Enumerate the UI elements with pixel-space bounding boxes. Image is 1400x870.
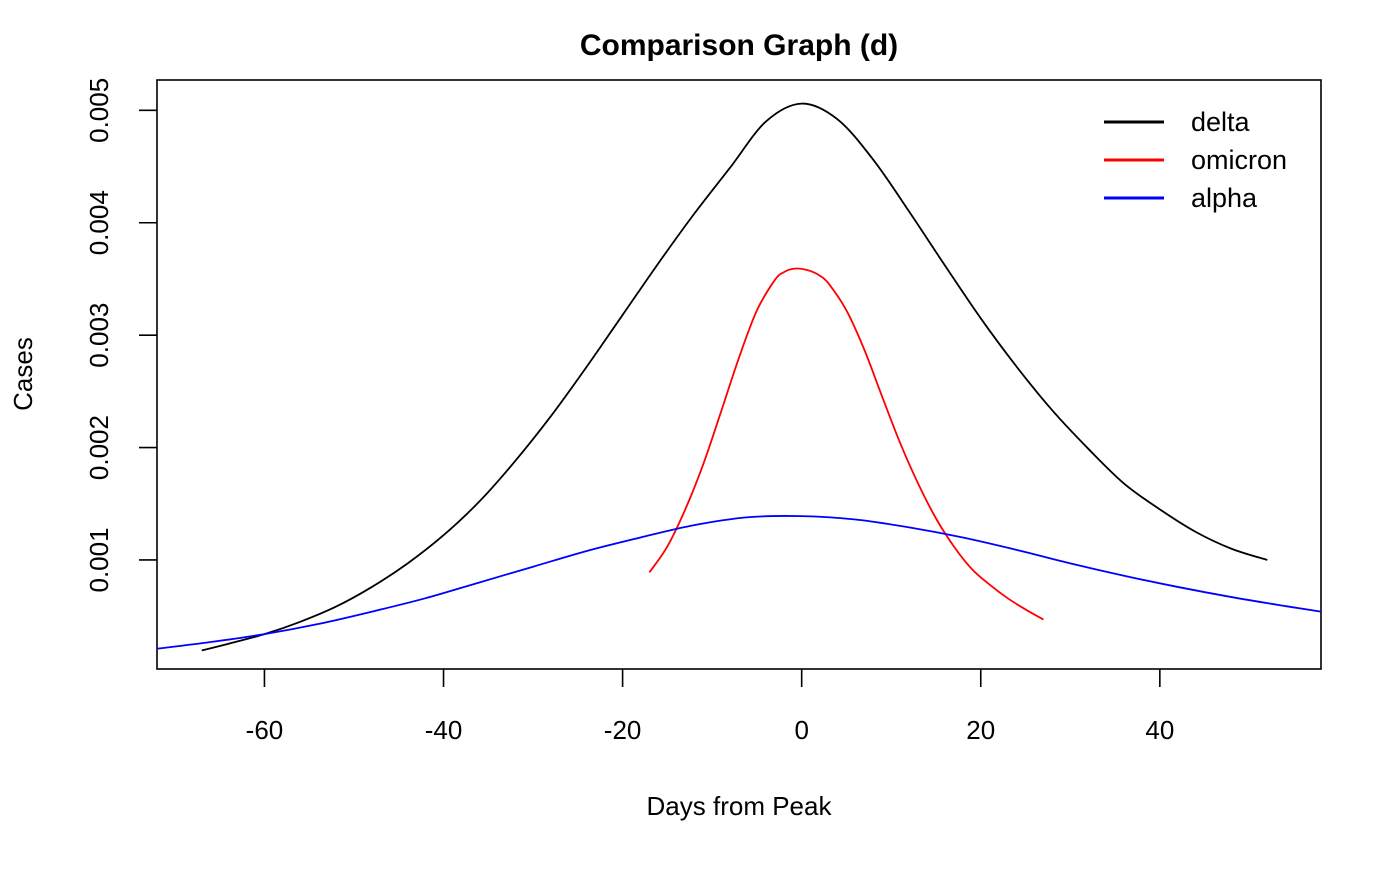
y-axis: 0.001 0.002 0.003 0.004 0.005 bbox=[84, 78, 157, 593]
x-axis: -60 -40 -20 0 20 40 bbox=[246, 669, 1174, 745]
x-tick-label: 20 bbox=[966, 715, 995, 745]
legend: delta omicron alpha bbox=[1104, 107, 1287, 213]
plot-frame bbox=[156, 79, 1322, 670]
series-lines bbox=[157, 102, 1321, 652]
series-line-alpha bbox=[157, 515, 1321, 650]
y-tick-label: 0.005 bbox=[84, 78, 114, 143]
x-tick-label: 40 bbox=[1145, 715, 1174, 745]
legend-label-delta: delta bbox=[1191, 107, 1251, 137]
x-tick-label: -40 bbox=[425, 715, 463, 745]
chart-title: Comparison Graph (d) bbox=[580, 29, 898, 62]
series-line-delta bbox=[201, 102, 1268, 652]
legend-label-alpha: alpha bbox=[1191, 183, 1258, 213]
x-tick-label: -20 bbox=[604, 715, 642, 745]
x-tick-label: -60 bbox=[246, 715, 284, 745]
y-tick-label: 0.001 bbox=[84, 527, 114, 592]
y-tick-label: 0.002 bbox=[84, 415, 114, 480]
y-tick-label: 0.004 bbox=[84, 190, 114, 255]
y-axis-label: Cases bbox=[8, 337, 38, 411]
x-tick-label: 0 bbox=[794, 715, 808, 745]
x-axis-label: Days from Peak bbox=[647, 791, 833, 821]
y-tick-label: 0.003 bbox=[84, 303, 114, 368]
legend-label-omicron: omicron bbox=[1191, 145, 1287, 175]
series-line-omicron bbox=[648, 267, 1044, 621]
